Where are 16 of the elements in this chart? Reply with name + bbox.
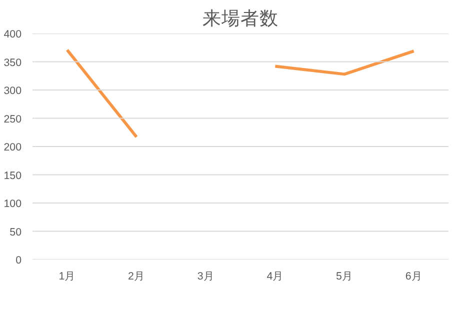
x-tick-label: 5月 [336,270,353,282]
y-tick-label: 200 [4,142,22,154]
y-tick-label: 300 [4,85,22,97]
x-tick-label: 2月 [128,270,145,282]
x-tick-label: 3月 [197,270,214,282]
x-tick-label: 4月 [266,270,284,282]
y-tick-label: 250 [4,113,22,126]
y-tick-label: 350 [4,56,22,69]
chart-title: 来場者数 [202,8,278,28]
x-tick-label: 6月 [405,270,422,282]
y-tick-label: 100 [4,198,22,210]
y-tick-label: 0 [16,254,22,266]
y-tick-label: 400 [4,28,22,40]
x-tick-label: 1月 [58,270,76,282]
y-tick-label: 50 [10,226,22,238]
y-tick-label: 150 [4,170,22,182]
